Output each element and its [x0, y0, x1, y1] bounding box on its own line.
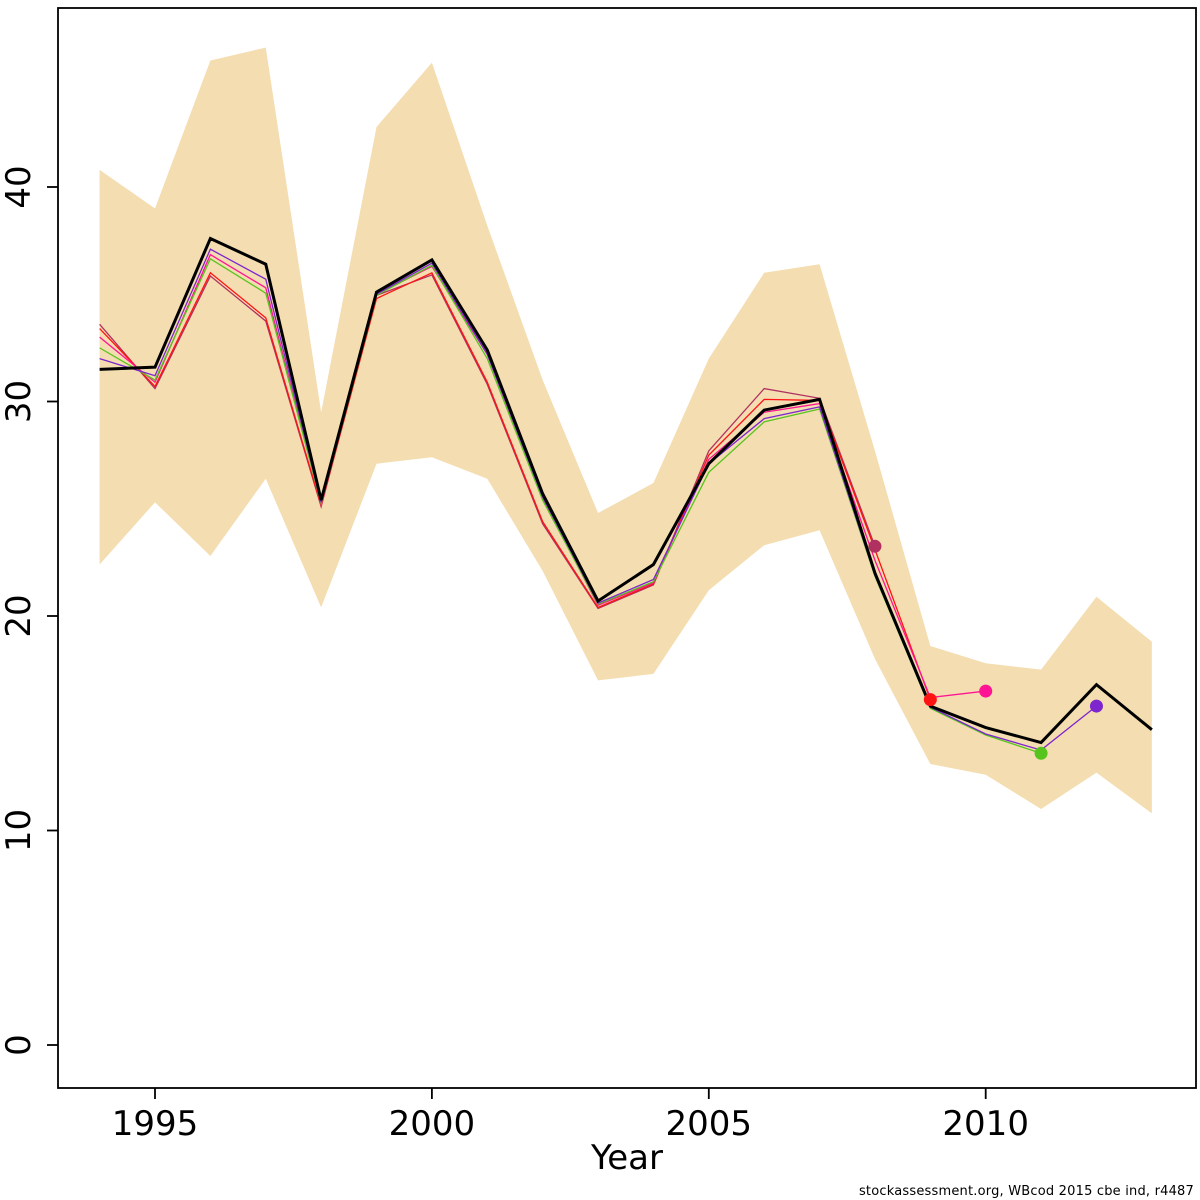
final-assessment-run-line — [99, 236, 1153, 745]
retro-run-2009-line — [99, 271, 931, 700]
confidence-band — [99, 47, 1152, 814]
retro-run-2010-end-dot — [979, 684, 993, 698]
x-tick-label: 2010 — [942, 1104, 1029, 1144]
x-tick-label: 2000 — [389, 1104, 476, 1144]
attribution-text: stockassessment.org, WBcod 2015 cbe ind,… — [858, 1184, 1194, 1199]
retro-run-2009-end-dot — [923, 693, 937, 707]
y-tick-label: 10 — [0, 809, 39, 852]
plot-box — [57, 7, 1197, 1089]
x-tick-label: 1995 — [112, 1104, 199, 1144]
retro-run-2011-end-dot — [1034, 746, 1048, 760]
retro-run-2008-line — [99, 274, 876, 610]
retro-run-2008-end-dot — [868, 539, 882, 553]
y-tick-label: 20 — [0, 594, 39, 637]
y-tick-label: 0 — [0, 1034, 39, 1056]
y-tick-label: 30 — [0, 380, 39, 423]
x-tick-label: 2005 — [666, 1104, 753, 1144]
y-tick-label: 40 — [0, 165, 39, 208]
x-axis-title: Year — [591, 1138, 663, 1178]
retro-run-2012-end-dot — [1089, 699, 1103, 713]
